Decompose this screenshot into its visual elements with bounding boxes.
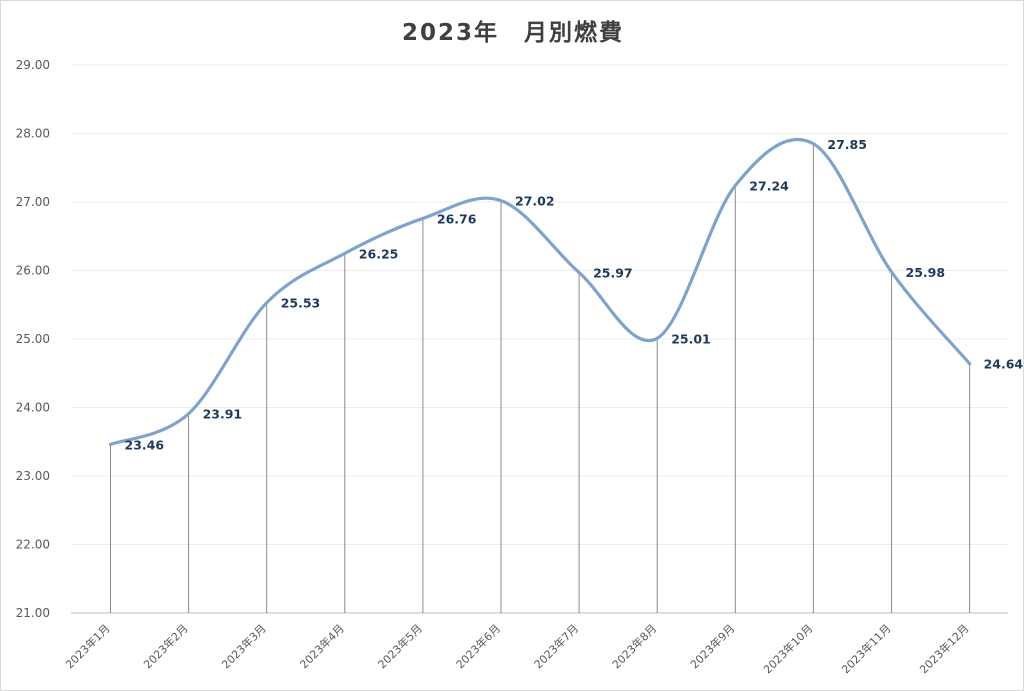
x-tick-label: 2023年6月 — [453, 621, 503, 671]
data-point — [890, 270, 894, 274]
x-tick-label: 2023年12月 — [917, 621, 972, 676]
y-tick-label: 28.00 — [16, 127, 50, 141]
y-tick-label: 21.00 — [16, 606, 50, 620]
x-tick-label: 2023年1月 — [62, 621, 112, 671]
data-label: 25.01 — [671, 331, 711, 346]
chart-title: 2023年 月別燃費 — [401, 20, 624, 46]
data-point — [265, 301, 269, 305]
data-point — [655, 336, 659, 340]
y-tick-label: 22.00 — [16, 538, 50, 552]
data-label: 25.97 — [593, 266, 633, 281]
x-tick-label: 2023年10月 — [760, 621, 815, 676]
y-tick-label: 24.00 — [16, 401, 50, 415]
y-tick-label: 26.00 — [16, 264, 50, 278]
data-label: 27.02 — [515, 194, 555, 209]
data-point — [733, 184, 737, 188]
y-tick-label: 25.00 — [16, 332, 50, 346]
data-label: 25.53 — [281, 296, 321, 311]
x-tick-label: 2023年11月 — [838, 621, 893, 676]
x-tick-label: 2023年9月 — [687, 621, 737, 671]
data-point — [499, 199, 503, 203]
x-tick-label: 2023年3月 — [219, 621, 269, 671]
series-line — [108, 137, 972, 447]
data-label: 23.46 — [125, 437, 165, 452]
data-point — [187, 412, 191, 416]
data-label: 27.24 — [749, 179, 789, 194]
x-tick-label: 2023年4月 — [297, 621, 347, 671]
data-point — [109, 442, 113, 446]
data-label: 27.85 — [827, 137, 867, 152]
data-label: 25.98 — [906, 265, 946, 280]
y-tick-label: 29.00 — [16, 58, 50, 72]
x-tick-label: 2023年2月 — [141, 621, 191, 671]
data-point — [343, 251, 347, 255]
data-point — [421, 216, 425, 220]
data-label: 26.25 — [359, 246, 399, 261]
x-tick-label: 2023年8月 — [609, 621, 659, 671]
data-point — [968, 362, 972, 366]
y-tick-label: 23.00 — [16, 469, 50, 483]
x-tick-label: 2023年5月 — [375, 621, 425, 671]
data-label: 23.91 — [203, 407, 243, 422]
y-tick-label: 27.00 — [16, 195, 50, 209]
data-label: 26.76 — [437, 211, 477, 226]
x-tick-label: 2023年7月 — [531, 621, 581, 671]
data-point — [577, 271, 581, 275]
data-point — [811, 142, 815, 146]
data-label: 24.64 — [984, 357, 1023, 372]
